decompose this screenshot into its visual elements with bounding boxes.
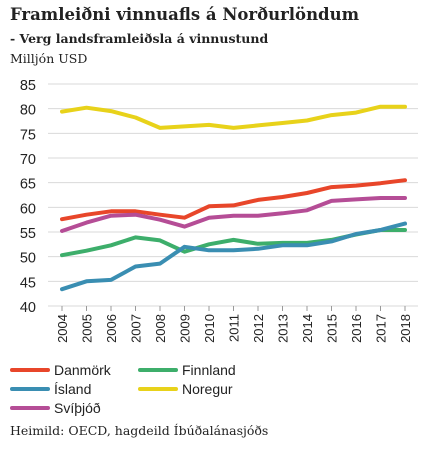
x-tick-label-2018: 2018 xyxy=(398,314,413,343)
y-tick-label-80: 80 xyxy=(20,103,36,119)
y-tick-label-85: 85 xyxy=(20,78,36,94)
y-tick-label-45: 45 xyxy=(20,275,36,291)
x-tick-label-2014: 2014 xyxy=(300,314,315,343)
x-tick-label-2007: 2007 xyxy=(129,314,144,343)
legend-label-noregur: Noregur xyxy=(182,381,233,397)
x-tick-label-2015: 2015 xyxy=(325,314,340,343)
x-tick-label-2004: 2004 xyxy=(55,314,70,343)
legend-label-svijo: Svíþjóð xyxy=(54,400,101,416)
x-tick-label-2011: 2011 xyxy=(227,314,242,342)
chart-subtitle: - Verg landsframleiðsla á vinnustund xyxy=(10,31,269,46)
series-line-danmork xyxy=(60,178,407,222)
series-lines xyxy=(60,104,407,292)
x-tick-label-2005: 2005 xyxy=(80,314,95,343)
y-tick-label-55: 55 xyxy=(20,226,36,242)
y-tick-label-50: 50 xyxy=(20,251,36,267)
x-tick-label-2009: 2009 xyxy=(178,314,193,343)
x-tick-label-2008: 2008 xyxy=(153,314,168,343)
x-tick-label-2006: 2006 xyxy=(104,314,119,343)
x-tick-label-2017: 2017 xyxy=(374,314,389,343)
x-tick-label-2016: 2016 xyxy=(349,314,364,343)
series-line-island xyxy=(60,221,407,292)
x-tick-labels: 2004 2005 2006 2007 2008 2009 2010 2011 2012 2013… xyxy=(55,306,413,343)
y-tick-label-75: 75 xyxy=(20,127,36,143)
y-axis-unit-label: Milljón USD xyxy=(10,51,88,66)
y-tick-label-60: 60 xyxy=(20,201,36,217)
y-tick-label-70: 70 xyxy=(20,152,36,168)
legend-label-finnland: Finnland xyxy=(182,362,236,378)
x-tick-label-2012: 2012 xyxy=(251,314,266,343)
y-tick-labels: 40 45 50 55 60 65 70 75 80 85 xyxy=(20,78,36,316)
y-tick-label-40: 40 xyxy=(20,300,36,316)
y-tick-label-65: 65 xyxy=(20,177,36,193)
grid-lines xyxy=(48,83,418,307)
legend: Danmörk Finnland Ísland Noregur Svíþjóð xyxy=(10,362,236,416)
chart-title: Framleiðni vinnuafls á Norðurlöndum xyxy=(10,5,360,24)
legend-label-island: Ísland xyxy=(54,381,91,397)
x-tick-label-2013: 2013 xyxy=(276,314,291,343)
legend-label-danmork: Danmörk xyxy=(54,362,112,378)
series-line-noregur xyxy=(60,104,407,130)
source-note: Heimild: OECD, hagdeild Íbúðalánasjóðs xyxy=(10,423,269,438)
x-tick-label-2010: 2010 xyxy=(202,314,217,343)
series-line-svijo xyxy=(60,196,407,233)
